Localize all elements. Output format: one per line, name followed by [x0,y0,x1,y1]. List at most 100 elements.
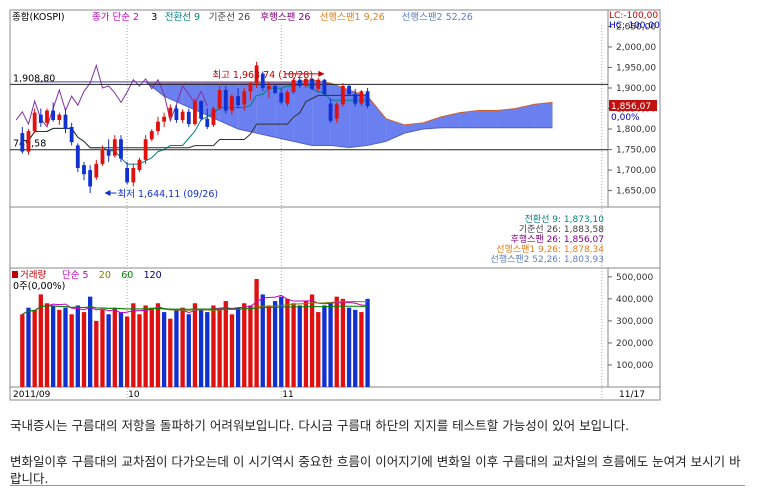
caption-1: 국내증시는 구름대의 저항을 돌파하기 어려워보입니다. 다시금 구름대 하단의… [10,418,630,433]
volume-bar [192,303,198,387]
volume-legend-item: 단순 5 [62,270,89,281]
candle-body [291,79,296,93]
candle-body [20,133,25,152]
volume-y-tick-label: 300,000 [616,317,653,327]
volume-bar [155,303,161,387]
candle-body [304,78,308,86]
annotation-high: 최고 1,963,74 (10/28) [212,70,313,81]
x-axis-label: 2011/09 [13,390,51,400]
x-axis-label: 10 [128,390,140,400]
candle-body [199,101,204,119]
volume-bar [303,301,309,387]
candle-body [88,170,93,187]
volume-bar [75,305,80,387]
candle-body [365,91,370,107]
volume-bar [297,305,302,387]
cloud-segment [460,110,479,128]
candle-body [186,111,191,125]
legend-bg [11,11,607,23]
volume-y-tick-label: 100,000 [616,361,653,371]
candle-body [94,163,99,178]
volume-bar [20,314,25,387]
stock-chart: 1,650,001,700,001,750,001,800,001,850,00… [9,9,661,401]
volume-y-tick-label: 400,000 [616,295,653,305]
candle-body [359,91,364,104]
legend-item: 후행스팬 26 [260,11,310,23]
candle-body [26,131,31,152]
candle-body [230,96,234,111]
candle-body [285,92,290,104]
volume-bar [69,314,74,387]
candle-body [242,91,247,105]
volume-bar [94,320,99,387]
volume-bar [143,305,148,387]
legend-item: 선행스팬1 9,26 [320,11,385,23]
volume-bar [205,312,210,387]
hc-label: HC:-100,00 [609,21,660,31]
x-axis-frame [9,386,661,401]
volume-bar [211,305,216,387]
volume-bar [26,307,31,387]
candle-body [180,111,185,120]
last-price-change: 0,00% [611,113,640,123]
volume-legend-item: 거래량 [20,269,46,281]
volume-bar [229,314,235,387]
candle-body [297,79,302,86]
bottom-rule [10,485,745,486]
volume-bar [57,309,62,387]
volume-bar [186,314,191,387]
candle-body [45,110,49,123]
volume-y-tick-label: 200,000 [616,339,653,349]
volume-bar [291,303,296,387]
volume-bar [137,314,142,387]
candle-body [51,110,56,120]
volume-bar [38,294,43,387]
volume-ma-5 [22,294,368,315]
volume-bar [118,312,124,387]
candle-body [162,116,167,122]
candle-body [131,168,136,183]
candle-body [69,126,74,143]
candle-body [112,139,117,156]
volume-bar [32,309,37,387]
caption-2: 변화일이후 구름대의 교차점이 다가오는데 이 시기역시 중요한 흐름이 이어지… [10,454,741,486]
candle-body [328,103,333,121]
volume-legend-item: 20 [99,270,111,281]
volume-bar [340,298,346,387]
volume-bar [174,309,179,387]
volume-bar [248,305,253,387]
candle-body [267,85,271,89]
candle-body [119,139,123,159]
candle-body [156,121,160,132]
last-price-label: 1,856,07 [611,102,651,112]
x-axis-label: 11 [282,390,293,400]
volume-subtitle: 0주(0,00%) [13,281,65,292]
legend-item: 선행스팬2 52,26 [402,11,473,23]
volume-y-tick-label: 500,000 [616,273,653,283]
volume-bar [309,294,315,387]
volume-axis-frame [607,267,661,388]
annotation-arrowhead [104,190,111,197]
annotation-low: 최저 1,644,11 (09/26) [117,189,218,200]
candle-body [143,139,148,160]
volume-panel-frame [9,267,609,388]
candle-body [340,85,345,105]
candle-body [82,165,86,175]
volume-bar [180,307,185,387]
leading-span-2-line [34,81,553,148]
volume-bar [223,301,228,387]
volume-bar [63,307,68,387]
volume-bar [254,279,259,387]
volume-bar [124,316,130,387]
volume-bar [242,303,247,387]
y-tick-label: 1,750,00 [616,146,656,156]
candle-body [347,85,351,95]
y-tick-label: 2,000,00 [616,43,656,53]
candle-body [137,159,142,171]
volume-bar [322,305,327,387]
base-line [22,93,368,149]
candle-body [223,90,228,111]
candle-body [174,108,179,120]
volume-bar [168,318,173,387]
x-axis-label: 11/17 [619,390,645,400]
